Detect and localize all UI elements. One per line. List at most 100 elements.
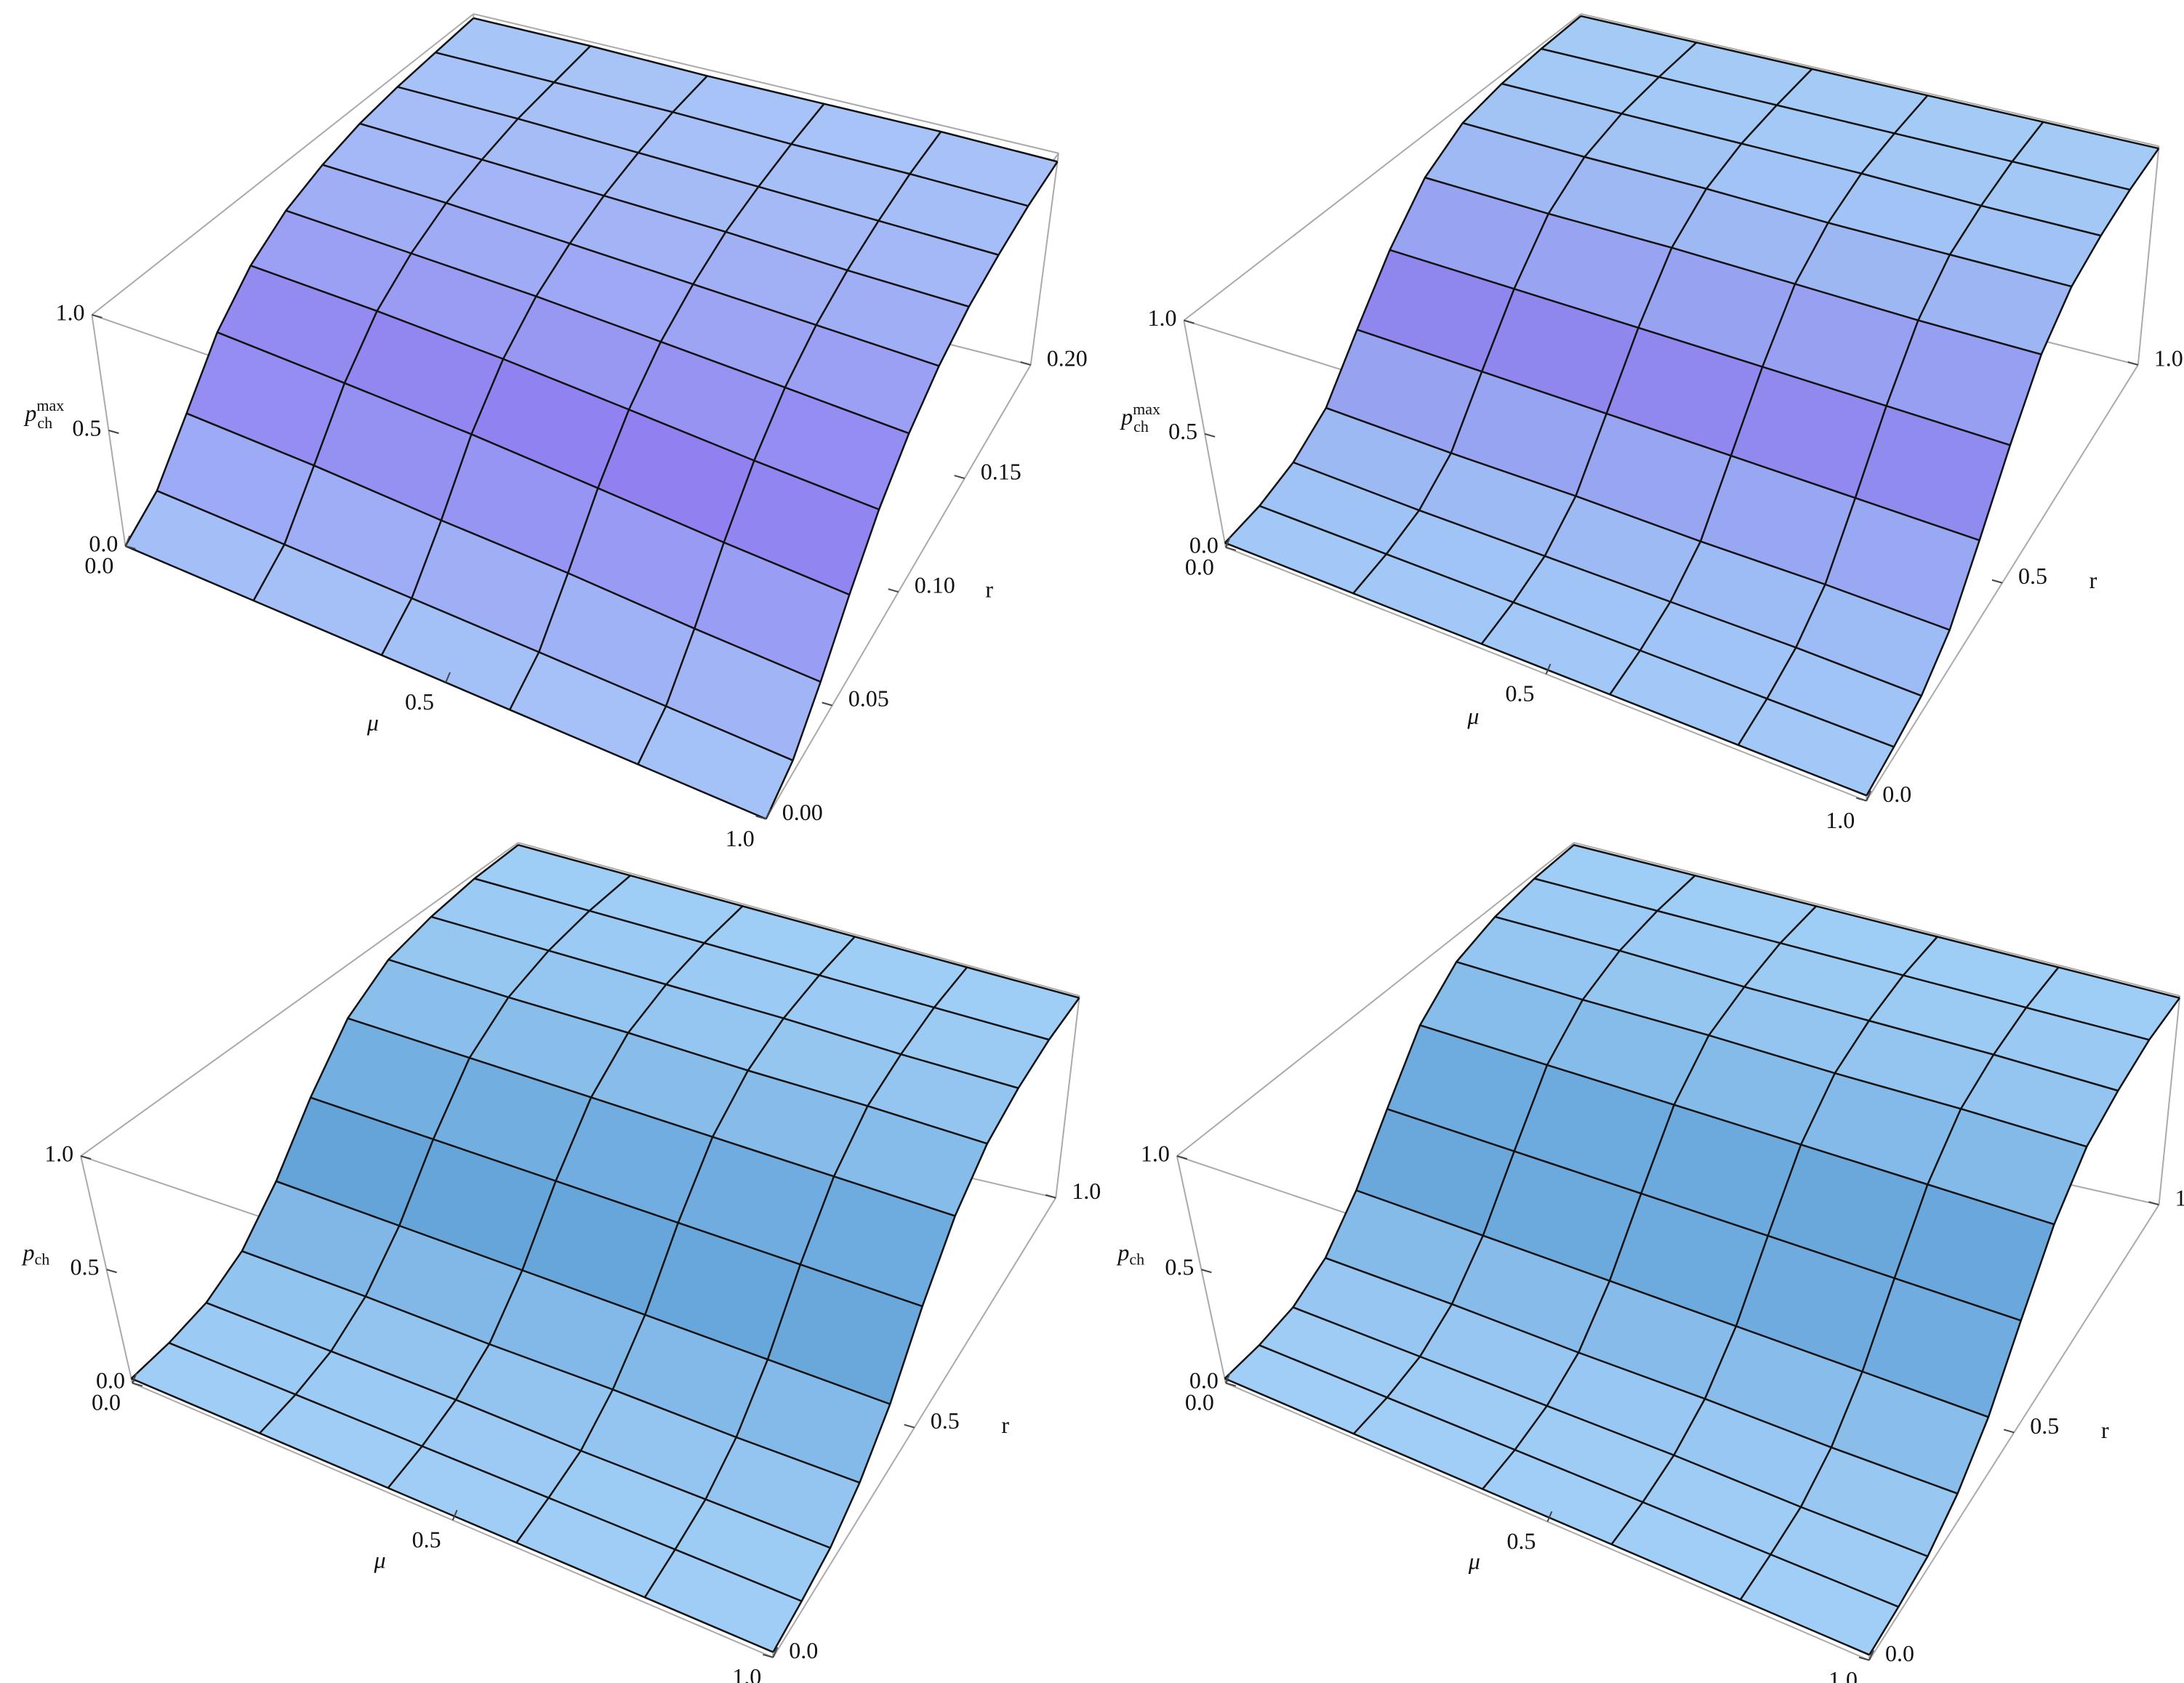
x-tick xyxy=(132,1373,137,1383)
box-edge xyxy=(1176,842,1575,1157)
z-tick-label: 1.0 xyxy=(55,299,84,325)
y-tick xyxy=(1855,797,1867,802)
y-tick-label: 0.10 xyxy=(915,572,955,598)
x-axis-label: μ xyxy=(1468,1548,1480,1574)
mesh-line xyxy=(156,489,794,762)
box-edge xyxy=(80,842,519,1157)
x-tick-label: 0.5 xyxy=(412,1526,441,1552)
mesh-line xyxy=(1293,461,1922,697)
mesh-line xyxy=(169,1342,803,1602)
y-tick-label: 0.5 xyxy=(2018,563,2047,589)
mesh-line xyxy=(131,1378,774,1653)
mesh-line xyxy=(1258,1344,1899,1608)
mesh-line xyxy=(276,1180,891,1405)
y-tick-label: 0.0 xyxy=(1882,781,1911,807)
mesh-line xyxy=(1258,505,1895,748)
y-tick xyxy=(888,588,899,593)
z-axis-label-base: p xyxy=(23,400,36,426)
x-tick xyxy=(1866,790,1872,801)
mesh-line xyxy=(1224,844,1575,1380)
mesh-line xyxy=(1456,960,2087,1148)
mesh-line xyxy=(285,209,910,435)
mesh-line xyxy=(1224,1378,1870,1656)
x-tick-label: 1.0 xyxy=(726,825,755,851)
z-tick xyxy=(1225,546,1237,551)
x-tick-label: 0.5 xyxy=(1506,680,1535,707)
y-tick xyxy=(1020,361,1031,366)
z-tick-label: 1.0 xyxy=(1147,305,1176,331)
x-tick-label: 0.5 xyxy=(1506,1527,1535,1554)
z-tick-label: 0.5 xyxy=(72,414,101,441)
mesh-line xyxy=(1352,875,1696,1435)
mesh-line xyxy=(250,265,880,510)
mesh-line xyxy=(347,1017,956,1217)
mesh-line xyxy=(637,131,942,765)
mesh-line xyxy=(359,122,970,308)
z-tick-label: 1.0 xyxy=(1141,1140,1170,1166)
z-axis-label-sub: ch xyxy=(37,414,52,432)
x-tick-label: 1.0 xyxy=(1828,1666,1858,1683)
y-tick xyxy=(822,702,832,707)
z-axis-label-base: p xyxy=(22,1240,35,1266)
box-edge xyxy=(2158,995,2181,1205)
z-tick xyxy=(106,1269,117,1274)
mesh-line xyxy=(1541,47,2130,191)
mesh-line xyxy=(1424,177,2042,356)
mesh-line xyxy=(1868,997,2180,1655)
y-tick-label: 0.0 xyxy=(1885,1640,1914,1666)
x-tick-label: 0.0 xyxy=(92,1389,121,1415)
mesh-line xyxy=(1293,1306,1928,1557)
mesh-line xyxy=(241,1250,860,1484)
box-edge xyxy=(1029,153,1060,366)
y-tick-label: 0.05 xyxy=(848,686,889,712)
x-tick xyxy=(772,1647,779,1658)
mesh-line xyxy=(206,1301,831,1549)
mesh-line xyxy=(643,966,968,1598)
z-tick xyxy=(1176,1155,1188,1160)
z-tick xyxy=(125,545,136,550)
box-edge xyxy=(1055,995,1080,1198)
y-tick-label: 0.5 xyxy=(931,1407,960,1434)
z-tick-label: 0.0 xyxy=(89,530,118,556)
mesh-line xyxy=(252,45,591,601)
mesh-line xyxy=(1501,82,2102,237)
mesh-line xyxy=(1386,1108,2022,1322)
x-tick xyxy=(1224,1373,1231,1383)
mesh-line xyxy=(124,17,475,547)
z-axis-label-sup: max xyxy=(1133,400,1160,418)
z-tick xyxy=(1225,1382,1237,1387)
mesh-line xyxy=(509,103,825,710)
y-tick-label: 1.0 xyxy=(2175,1185,2184,1211)
mesh-line xyxy=(388,958,988,1145)
x-tick-label: 0.0 xyxy=(1185,553,1214,579)
y-axis-label: r xyxy=(2101,1417,2109,1443)
z-tick-label: 1.0 xyxy=(44,1140,73,1166)
y-tick-label: 0.00 xyxy=(782,799,823,825)
x-tick xyxy=(1546,1511,1553,1522)
mesh-line xyxy=(1325,1257,1959,1495)
z-axis-label-sub: ch xyxy=(35,1250,50,1268)
z-axis-label-base: p xyxy=(1120,403,1133,430)
x-tick-label: 0.5 xyxy=(405,688,434,715)
mesh-line xyxy=(1737,121,2044,746)
mesh-line xyxy=(1609,95,1929,695)
z-axis-label: pmax ch xyxy=(23,396,64,432)
y-tick-label: 0.15 xyxy=(981,458,1021,484)
y-axis-label: r xyxy=(1001,1412,1009,1438)
x-tick xyxy=(765,808,771,819)
y-tick-label: 0.5 xyxy=(2030,1413,2059,1439)
mesh-line xyxy=(1480,68,1813,645)
box-edge xyxy=(2137,146,2160,366)
z-tick-label: 0.5 xyxy=(1168,418,1197,444)
mesh-line xyxy=(1325,406,1951,631)
mesh-line xyxy=(1356,1189,1989,1418)
z-tick xyxy=(1201,1269,1212,1274)
z-axis-label-sub: ch xyxy=(1129,1250,1144,1268)
x-tick xyxy=(1224,537,1231,548)
z-tick xyxy=(108,430,119,434)
y-tick xyxy=(1045,1194,1056,1199)
y-tick xyxy=(954,475,965,480)
mesh-line xyxy=(1389,249,2011,446)
x-tick xyxy=(124,535,131,547)
box-edge xyxy=(91,13,474,316)
